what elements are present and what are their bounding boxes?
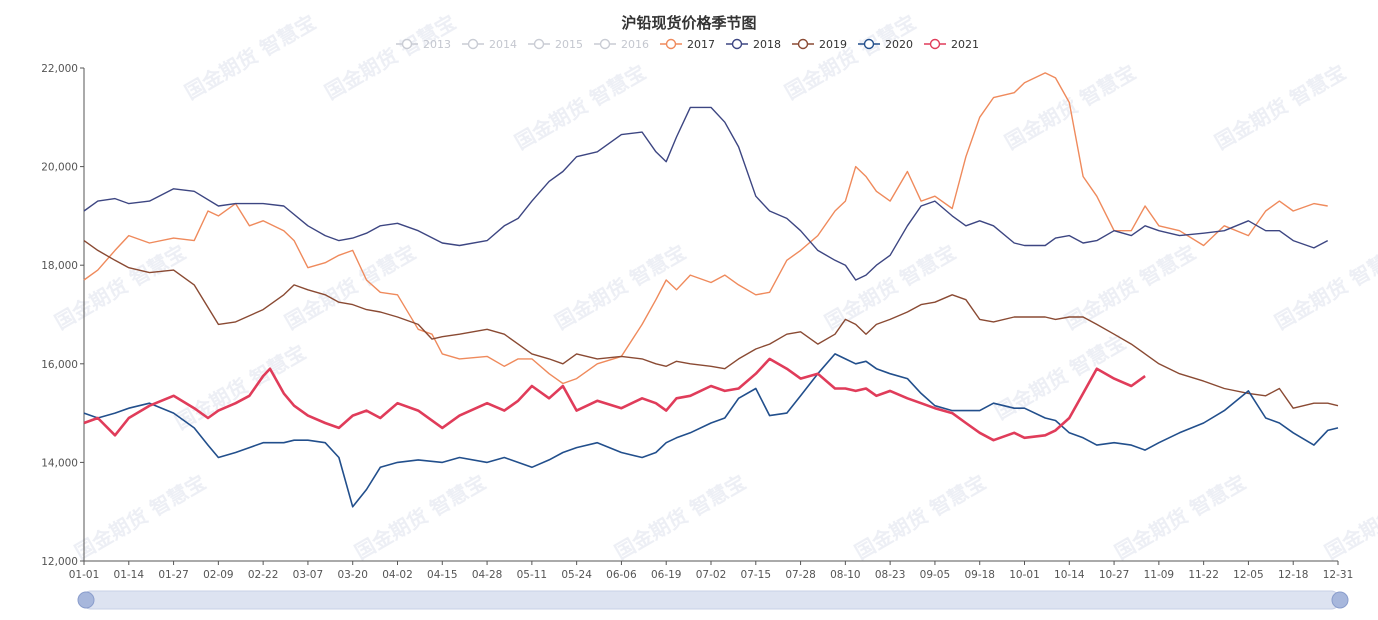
- legend-marker: [731, 38, 743, 50]
- watermark-14: 国金期货 智慧宝: [1321, 470, 1378, 564]
- x-tick-label: 05-24: [561, 569, 592, 581]
- legend-marker: [797, 38, 809, 50]
- y-tick-label: 22,000: [41, 63, 78, 75]
- watermark-18: 国金期货 智慧宝: [991, 330, 1130, 424]
- watermark-13: 国金期货 智慧宝: [1111, 470, 1250, 564]
- x-tick-label: 07-02: [696, 569, 727, 581]
- x-tick-label: 06-06: [606, 569, 637, 581]
- x-tick-label: 08-23: [875, 569, 906, 581]
- legend-item-2021[interactable]: 2021: [924, 38, 979, 51]
- watermark-7: 国金期货 智慧宝: [1061, 240, 1200, 334]
- legend-marker: [467, 38, 479, 50]
- legend-item-2018[interactable]: 2018: [726, 38, 781, 51]
- legend-label: 2019: [819, 38, 847, 51]
- y-tick-label: 14,000: [41, 457, 78, 469]
- series-line-2021: [83, 357, 1146, 442]
- legend-marker: [863, 38, 875, 50]
- watermark-3: 国金期货 智慧宝: [1211, 60, 1350, 154]
- series-line-2020: [83, 353, 1339, 508]
- legend-item-2017[interactable]: 2017: [660, 38, 715, 51]
- watermark-5: 国金期货 智慧宝: [551, 240, 690, 334]
- watermark-10: 国金期货 智慧宝: [351, 470, 490, 564]
- y-tick-label: 16,000: [41, 359, 78, 371]
- x-tick-label: 03-07: [293, 569, 324, 581]
- watermark-12: 国金期货 智慧宝: [851, 470, 990, 564]
- watermark-9: 国金期货 智慧宝: [71, 470, 210, 564]
- legend-label: 2020: [885, 38, 913, 51]
- series-line-2017: [83, 72, 1328, 385]
- x-tick-label: 05-11: [517, 569, 548, 581]
- legend-marker: [599, 38, 611, 50]
- series-line-2018: [83, 106, 1329, 281]
- data-zoom-slider[interactable]: [77, 590, 1349, 610]
- x-tick-label: 02-09: [203, 569, 234, 581]
- data-zoom-track[interactable]: [81, 590, 1341, 610]
- legend-item-2014[interactable]: 2014: [462, 38, 517, 51]
- legend-item-2015[interactable]: 2015: [528, 38, 583, 51]
- legend-marker: [533, 38, 545, 50]
- legend-marker: [929, 38, 941, 50]
- x-tick-label: 12-18: [1278, 569, 1309, 581]
- data-zoom-handle-right[interactable]: [1331, 591, 1349, 609]
- legend-label: 2017: [687, 38, 715, 51]
- x-tick-label: 12-05: [1233, 569, 1264, 581]
- legend-item-2016[interactable]: 2016: [594, 38, 649, 51]
- watermark-19: 国金期货 智慧宝: [171, 340, 310, 434]
- x-tick-label: 11-22: [1188, 569, 1219, 581]
- x-tick-label: 03-20: [337, 569, 368, 581]
- x-tick-label: 07-15: [741, 569, 772, 581]
- legend-label: 2013: [423, 38, 451, 51]
- legend-label: 2016: [621, 38, 649, 51]
- legend-label: 2014: [489, 38, 517, 51]
- series-layer: [83, 72, 1339, 508]
- x-tick-label: 12-31: [1323, 569, 1354, 581]
- watermark-15: 国金期货 智慧宝: [181, 10, 320, 104]
- legend-marker: [665, 38, 677, 50]
- legend-label: 2021: [951, 38, 979, 51]
- legend-item-2019[interactable]: 2019: [792, 38, 847, 51]
- chart-title: 沪铅现货价格季节图: [621, 14, 756, 32]
- x-tick-label: 01-27: [158, 569, 189, 581]
- x-tick-label: 10-01: [1009, 569, 1040, 581]
- x-tick-label: 08-10: [830, 569, 861, 581]
- legend-label: 2018: [753, 38, 781, 51]
- x-tick-label: 10-14: [1054, 569, 1085, 581]
- legend-label: 2015: [555, 38, 583, 51]
- x-axis: 01-01 01-14 01-27 02-09 02-22 03-07 03-20 04-02…: [69, 560, 1354, 581]
- watermark-11: 国金期货 智慧宝: [611, 470, 750, 564]
- y-tick-label: 20,000: [41, 162, 78, 174]
- legend-marker: [401, 38, 413, 50]
- y-tick-label: 18,000: [41, 260, 78, 272]
- watermark-16: 国金期货 智慧宝: [781, 10, 920, 104]
- x-tick-label: 11-09: [1144, 569, 1175, 581]
- watermark-8: 国金期货 智慧宝: [1271, 240, 1378, 334]
- x-tick-label: 01-14: [114, 569, 145, 581]
- watermark-17: 国金期货 智慧宝: [321, 10, 460, 104]
- x-tick-label: 04-02: [382, 569, 413, 581]
- x-tick-label: 01-01: [69, 569, 100, 581]
- legend-item-2013[interactable]: 2013: [396, 38, 451, 51]
- y-tick-label: 12,000: [41, 556, 78, 568]
- x-tick-label: 04-15: [427, 569, 458, 581]
- watermark-0: 国金期货 智慧宝: [51, 240, 190, 334]
- x-tick-label: 07-28: [785, 569, 816, 581]
- x-tick-label: 06-19: [651, 569, 682, 581]
- x-tick-label: 09-05: [920, 569, 951, 581]
- data-zoom-handle-left[interactable]: [77, 591, 95, 609]
- legend[interactable]: 2013 2014 2015 2016 2017 2018 2019 2020 2021: [396, 38, 979, 51]
- x-tick-label: 02-22: [248, 569, 279, 581]
- series-line-2019: [83, 240, 1339, 409]
- legend-item-2020[interactable]: 2020: [858, 38, 913, 51]
- watermark-1: 国金期货 智慧宝: [511, 60, 650, 154]
- x-tick-label: 04-28: [472, 569, 503, 581]
- y-axis: 12,000 14,000 16,000 18,000 20,000 22,000: [41, 63, 85, 568]
- x-tick-label: 09-18: [964, 569, 995, 581]
- x-tick-label: 10-27: [1099, 569, 1130, 581]
